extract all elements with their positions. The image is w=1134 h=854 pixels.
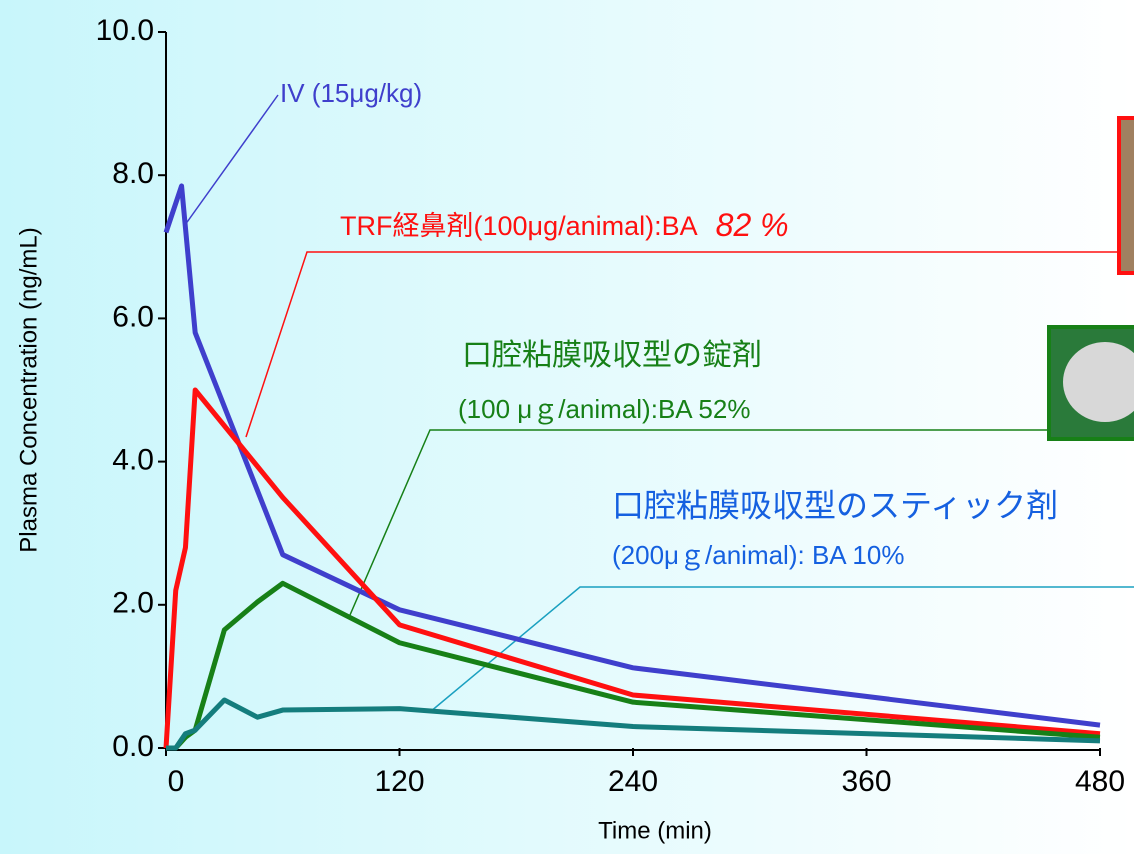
y-tick-label: 4.0: [112, 444, 154, 477]
leader-line: [184, 94, 279, 226]
annotation: TRF経鼻剤(100μg/animal):BA 82 %: [340, 207, 789, 243]
annotation: 口腔粘膜吸収型のスティック剤: [612, 487, 1058, 523]
x-tick-label: 120: [374, 765, 424, 798]
x-tick-label: 480: [1075, 765, 1125, 798]
y-tick-label: 10.0: [96, 14, 154, 47]
y-tick-label: 6.0: [112, 300, 154, 333]
x-tick-label: 360: [841, 765, 891, 798]
leader-line: [429, 586, 1134, 713]
annotation: 口腔粘膜吸収型の錠剤: [462, 339, 762, 372]
y-tick-label: 2.0: [112, 587, 154, 620]
photo: [1117, 116, 1134, 275]
x-tick-label: 240: [608, 765, 658, 798]
series-line: [166, 697, 1101, 751]
x-tick-label: 0: [168, 765, 185, 798]
series-line: [163, 183, 1101, 728]
y-axis-title: Plasma Concentration (ng/mL): [15, 227, 42, 552]
annotation: (100 μｇ/animal):BA 52%: [458, 394, 750, 424]
tablet: [1063, 342, 1134, 422]
annotation: (200μｇ/animal): BA 10%: [612, 540, 904, 570]
y-tick-label: 8.0: [112, 157, 154, 190]
annotation-text: 82 %: [716, 207, 789, 243]
leader-line: [245, 251, 1120, 438]
leader-line: [349, 429, 1049, 616]
series-line: [163, 387, 1101, 749]
annotation: IV (15μg/kg): [280, 78, 422, 108]
annotation-text: TRF経鼻剤(100μg/animal):BA: [340, 211, 704, 241]
x-axis-title: Time (min): [598, 817, 712, 844]
y-tick-label: 0.0: [112, 730, 154, 763]
